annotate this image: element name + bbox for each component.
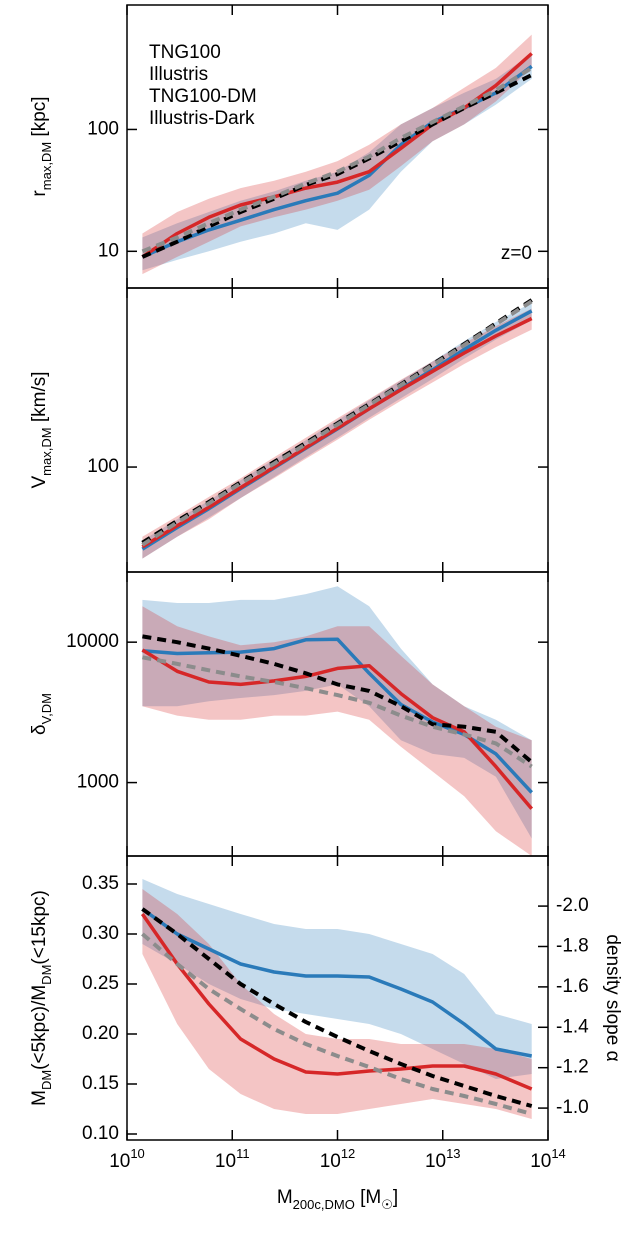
annotation: z=0 bbox=[501, 243, 532, 264]
label-subscript: ☉ bbox=[381, 1197, 393, 1212]
line bbox=[141, 648, 534, 810]
y-tick-label: 0.10 bbox=[82, 1123, 119, 1144]
line bbox=[141, 907, 533, 1058]
y2-tick-label: -1.0 bbox=[556, 1097, 589, 1118]
y-axis-label: Vmax,DM [km/s] bbox=[29, 371, 54, 488]
line bbox=[141, 73, 533, 259]
label-text: M bbox=[277, 1187, 293, 1208]
y-tick-label: 10 bbox=[98, 240, 119, 261]
label-subscript: V,DM bbox=[39, 693, 54, 724]
line bbox=[141, 298, 533, 545]
x-tick-base: 10 bbox=[215, 1151, 236, 1172]
legend-entry: TNG100-DM bbox=[149, 86, 257, 107]
scatter-band bbox=[142, 308, 532, 559]
x-tick-base: 10 bbox=[530, 1151, 551, 1172]
y-axis-label: MDM(<5kpc)/MDM(<15kpc) bbox=[29, 890, 54, 1106]
scatter-band bbox=[142, 606, 532, 856]
x-tick-base: 10 bbox=[109, 1151, 130, 1172]
x-tick-base: 10 bbox=[425, 1151, 446, 1172]
label-subscript: max,DM bbox=[39, 427, 54, 475]
x-tick-label: 1011 bbox=[215, 1146, 250, 1172]
plot-area bbox=[141, 34, 533, 275]
y-tick-label: 0.35 bbox=[82, 873, 119, 894]
y-axis-label: δV,DM bbox=[29, 693, 54, 735]
scatter-band bbox=[142, 53, 532, 271]
y-tick-label: 0.25 bbox=[82, 973, 119, 994]
line bbox=[142, 634, 533, 764]
plot-area bbox=[140, 879, 533, 1119]
legend-entry: TNG100 bbox=[149, 42, 221, 63]
label-subscript: DM bbox=[39, 965, 54, 985]
y-tick-label: 10000 bbox=[66, 631, 119, 652]
label-subscript: DM bbox=[39, 1070, 54, 1090]
y-axis-label: rmax,DM [kpc] bbox=[29, 96, 54, 196]
scatter-band bbox=[142, 879, 532, 1079]
label-text: [km/s] bbox=[29, 371, 50, 427]
x-tick-exponent: 12 bbox=[341, 1146, 355, 1161]
plot-area bbox=[141, 586, 534, 856]
y2-tick-label: -2.0 bbox=[556, 895, 589, 916]
x-tick-label: 1010 bbox=[109, 1146, 145, 1172]
line bbox=[142, 655, 533, 769]
y-tick-label: 100 bbox=[87, 118, 119, 139]
y-tick-label: 0.15 bbox=[82, 1073, 119, 1094]
line bbox=[140, 913, 533, 1091]
label-text: (<15kpc) bbox=[29, 890, 50, 964]
label-text: [M bbox=[355, 1187, 381, 1208]
legend-entry: Illustris-Dark bbox=[149, 108, 255, 129]
x-tick-base: 10 bbox=[320, 1151, 341, 1172]
x-axis-label: M200c,DMO [M☉] bbox=[277, 1187, 398, 1212]
line bbox=[141, 66, 533, 254]
label-text: M bbox=[29, 1090, 50, 1106]
y-tick-label: 100 bbox=[87, 456, 119, 477]
line bbox=[141, 932, 533, 1116]
line bbox=[141, 299, 533, 547]
x-tick-exponent: 14 bbox=[551, 1146, 565, 1161]
label-text: r bbox=[29, 190, 50, 197]
x-tick-exponent: 13 bbox=[446, 1146, 460, 1161]
label-text: [kpc] bbox=[29, 96, 50, 141]
y2-tick-label: -1.4 bbox=[556, 1016, 589, 1037]
y2-tick-label: -1.2 bbox=[556, 1057, 589, 1078]
label-text: δ bbox=[29, 724, 50, 735]
scatter-band bbox=[142, 586, 532, 839]
x-tick-exponent: 10 bbox=[130, 1146, 144, 1161]
x-tick-label: 1013 bbox=[425, 1146, 461, 1172]
x-tick-exponent: 11 bbox=[236, 1146, 250, 1161]
x-tick-label: 1014 bbox=[530, 1146, 566, 1172]
legend-entry: Illustris bbox=[149, 64, 208, 85]
y2-tick-label: -1.6 bbox=[556, 976, 589, 997]
y-tick-label: 0.30 bbox=[82, 923, 119, 944]
x-tick-label: 1012 bbox=[320, 1146, 356, 1172]
line bbox=[141, 316, 533, 549]
label-subscript: 200c,DMO bbox=[293, 1197, 355, 1212]
line bbox=[141, 907, 533, 1108]
label-text: (<5kpc)/M bbox=[29, 985, 50, 1070]
y-tick-label: 0.20 bbox=[82, 1023, 119, 1044]
y-tick-label: 1000 bbox=[77, 772, 119, 793]
plot-area bbox=[141, 298, 533, 559]
label-subscript: max,DM bbox=[39, 142, 54, 190]
y2-axis-label: density slope α bbox=[602, 934, 623, 1061]
label-text: V bbox=[29, 476, 50, 489]
y2-tick-label: -1.8 bbox=[556, 936, 589, 957]
scatter-band bbox=[142, 889, 532, 1119]
label-text: ] bbox=[393, 1187, 398, 1208]
